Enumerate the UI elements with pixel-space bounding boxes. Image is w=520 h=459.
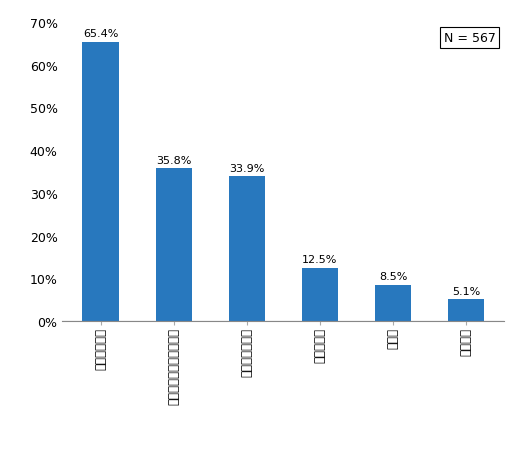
Text: 不動産投信: 不動産投信 [314,328,327,363]
Text: 種類不明: 種類不明 [460,328,473,356]
Text: N = 567: N = 567 [444,32,496,45]
Bar [229,177,265,321]
Text: 33.9%: 33.9% [229,163,265,174]
Text: 5.1%: 5.1% [452,286,480,296]
Text: 外国で作られた投資信託: 外国で作られた投資信託 [167,328,180,404]
Text: 8.5%: 8.5% [379,272,407,282]
Text: 株式投資信託: 株式投資信託 [94,328,107,369]
Text: 35.8%: 35.8% [156,155,191,165]
Text: 12.5%: 12.5% [302,255,337,264]
Text: 公社債投資信託: 公社債投資信託 [240,328,253,376]
Bar [448,300,484,321]
Text: ＥＴＦ: ＥＴＦ [386,328,399,349]
Bar [302,268,338,321]
Bar [375,285,411,321]
Text: 65.4%: 65.4% [83,29,119,39]
Bar [83,43,119,321]
Bar [155,169,192,321]
